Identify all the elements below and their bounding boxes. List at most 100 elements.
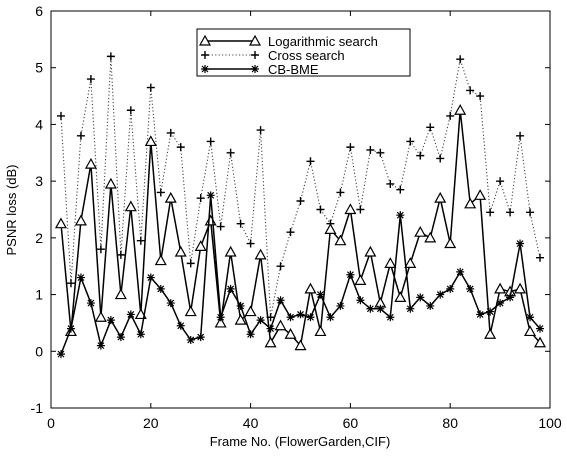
data-point-cross-search: [286, 228, 295, 237]
data-point-logarithmic-search: [224, 245, 237, 257]
data-point-logarithmic-search: [434, 191, 447, 203]
data-point-logarithmic-search: [494, 282, 507, 294]
data-point-cb-bme: [236, 301, 245, 310]
data-point-cross-search: [336, 188, 345, 197]
data-point-logarithmic-search: [174, 245, 187, 257]
data-point-cb-bme: [116, 333, 125, 342]
data-point-cross-search: [196, 194, 205, 203]
data-point-cross-search: [206, 137, 215, 146]
x-tick-label: 60: [343, 415, 359, 431]
data-point-cross-search: [156, 188, 165, 197]
data-point-logarithmic-search: [334, 234, 347, 246]
data-point-logarithmic-search: [524, 325, 537, 337]
data-point-cross-search: [486, 208, 495, 217]
data-point-cb-bme: [226, 284, 235, 293]
data-point-cb-bme: [256, 316, 265, 325]
legend-marker-logarithmic-search: [198, 34, 212, 46]
data-point-cb-bme: [346, 270, 355, 279]
legend-marker-cross-search: [251, 51, 259, 59]
data-point-cb-bme: [96, 341, 105, 350]
data-point-cb-bme: [466, 284, 475, 293]
data-point-cross-search: [116, 250, 125, 259]
data-point-cross-search: [76, 131, 85, 140]
data-point-cross-search: [226, 148, 235, 157]
data-point-cb-bme: [186, 335, 195, 344]
data-point-logarithmic-search: [104, 177, 117, 189]
data-point-cross-search: [166, 128, 175, 137]
data-point-cross-search: [146, 83, 155, 92]
data-point-cross-search: [526, 208, 535, 217]
legend-label-cross-search: Cross search: [268, 48, 345, 63]
data-point-logarithmic-search: [454, 104, 467, 115]
data-point-logarithmic-search: [404, 257, 417, 268]
x-tick-label: 80: [442, 415, 458, 431]
data-point-cb-bme: [336, 301, 345, 310]
data-point-cb-bme: [496, 299, 505, 308]
data-point-cross-search: [246, 239, 255, 248]
data-point-cross-search: [536, 253, 545, 262]
series-cross-search: [56, 52, 545, 322]
data-point-cross-search: [56, 111, 65, 120]
data-point-cross-search: [296, 196, 305, 205]
data-point-cb-bme: [356, 296, 365, 305]
data-point-logarithmic-search: [324, 223, 337, 234]
data-point-cross-search: [276, 262, 285, 271]
data-point-cb-bme: [156, 284, 165, 293]
data-point-logarithmic-search: [114, 288, 127, 300]
x-tick-label: 100: [538, 415, 562, 431]
data-point-cb-bme: [206, 191, 215, 200]
data-point-cross-search: [436, 154, 445, 163]
data-point-cross-search: [66, 279, 75, 288]
data-point-cb-bme: [266, 324, 275, 333]
y-axis-label: PSNR loss (dB): [4, 164, 19, 255]
data-point-logarithmic-search: [344, 203, 357, 215]
data-point-cross-search: [346, 143, 355, 152]
data-point-cross-search: [106, 52, 115, 61]
data-point-cb-bme: [126, 310, 135, 319]
data-point-cross-search: [496, 177, 505, 186]
data-point-cross-search: [306, 157, 315, 166]
data-point-cb-bme: [536, 324, 545, 333]
data-point-logarithmic-search: [384, 257, 397, 268]
data-point-cross-search: [86, 75, 95, 84]
data-point-logarithmic-search: [444, 237, 457, 249]
data-point-logarithmic-search: [354, 274, 367, 285]
data-point-cross-search: [476, 92, 485, 101]
data-point-cross-search: [216, 222, 225, 231]
data-point-logarithmic-search: [274, 319, 287, 331]
data-point-cross-search: [426, 123, 435, 132]
data-point-cross-search: [126, 106, 135, 115]
data-point-cross-search: [356, 205, 365, 214]
data-point-cross-search: [376, 148, 385, 157]
data-point-logarithmic-search: [74, 214, 87, 226]
data-point-cb-bme: [56, 350, 65, 359]
data-point-cb-bme: [416, 293, 425, 302]
data-point-cb-bme: [426, 301, 435, 310]
data-point-cb-bme: [526, 313, 535, 322]
legend-label-logarithmic-search: Logarithmic search: [268, 34, 378, 49]
data-point-logarithmic-search: [534, 336, 547, 348]
y-tick-label: 4: [35, 116, 43, 132]
data-point-cb-bme: [246, 330, 255, 339]
data-point-cb-bme: [446, 284, 455, 293]
data-point-cross-search: [96, 245, 105, 254]
data-point-logarithmic-search: [474, 189, 487, 200]
data-point-cb-bme: [86, 299, 95, 308]
data-point-cross-search: [366, 145, 375, 154]
data-point-logarithmic-search: [94, 311, 107, 322]
data-point-logarithmic-search: [194, 240, 207, 251]
legend-label-cb-bme: CB-BME: [268, 62, 319, 77]
data-point-cb-bme: [286, 313, 295, 322]
data-point-cross-search: [396, 185, 405, 194]
data-point-cross-search: [186, 259, 195, 268]
data-point-cb-bme: [166, 299, 175, 308]
y-tick-label: 6: [35, 3, 43, 19]
data-point-cb-bme: [326, 313, 335, 322]
data-point-cross-search: [176, 143, 185, 152]
data-point-cb-bme: [476, 310, 485, 319]
data-point-cb-bme: [316, 290, 325, 299]
data-point-cb-bme: [176, 321, 185, 330]
data-point-logarithmic-search: [214, 316, 227, 328]
